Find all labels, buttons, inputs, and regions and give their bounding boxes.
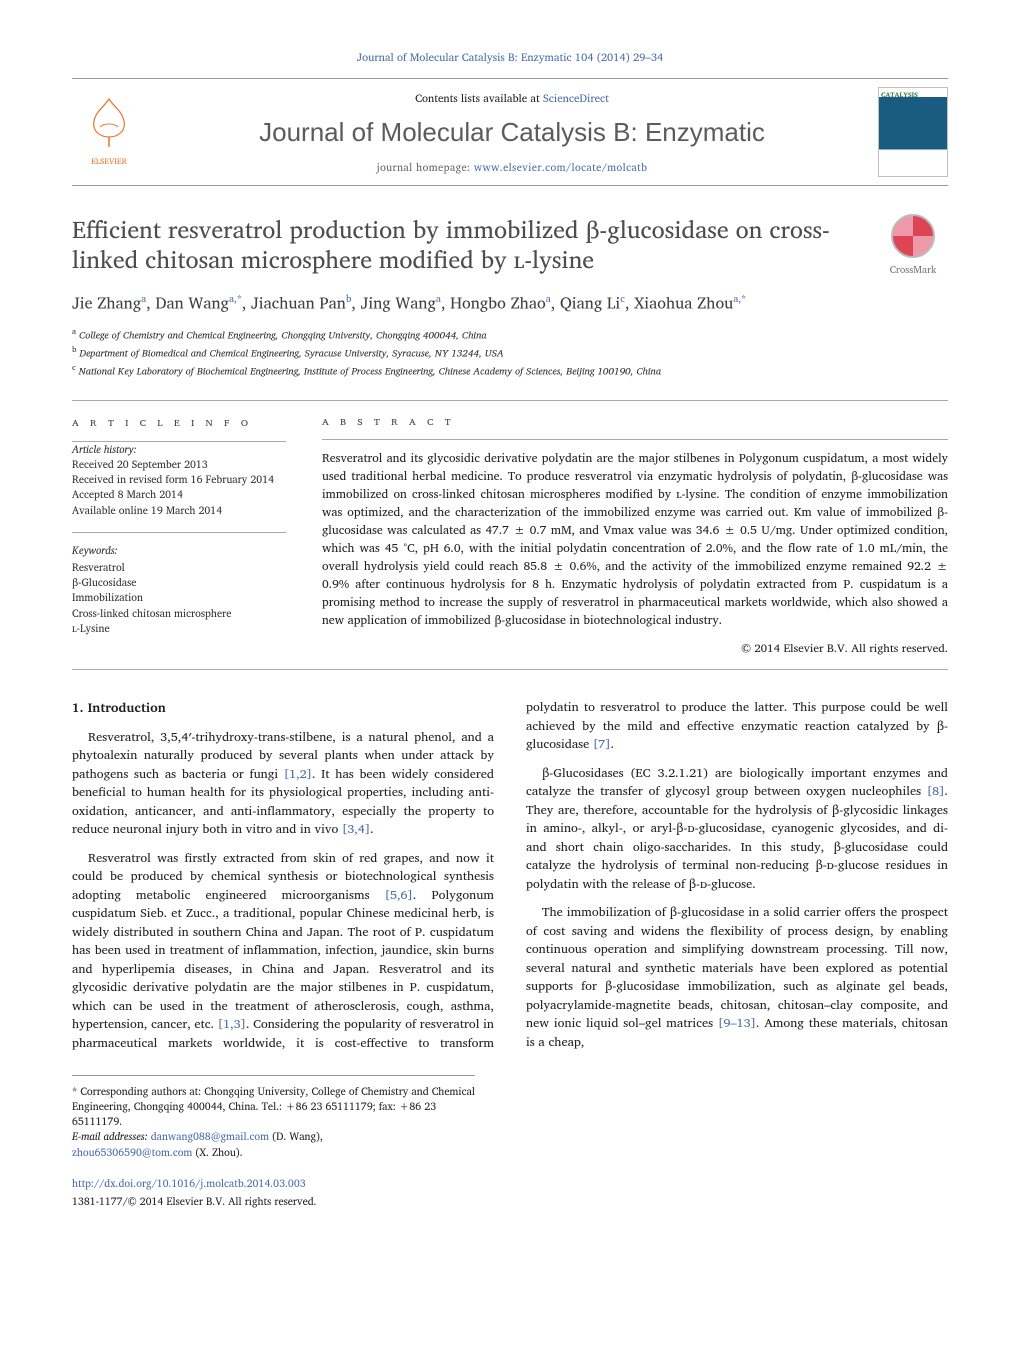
corresponding-author-footnote: * Corresponding authors at: Chongqing Un… [72, 1075, 475, 1160]
citation-ref[interactable]: [3,4] [342, 819, 370, 839]
sciencedirect-link[interactable]: ScienceDirect [543, 89, 609, 107]
affiliations: a College of Chemistry and Chemical Engi… [72, 325, 948, 380]
article-history: Article history: Received 20 September 2… [72, 442, 286, 518]
corr-email-2-who: (X. Zhou). [192, 1143, 242, 1161]
citation-ref[interactable]: [1,2] [284, 764, 312, 784]
citation-ref[interactable]: [1,3] [218, 1014, 246, 1034]
abstract-heading: a b s t r a c t [322, 413, 948, 430]
issn-copyright: 1381-1177/© 2014 Elsevier B.V. All right… [72, 1192, 317, 1210]
abstract: a b s t r a c t Resveratrol and its glyc… [304, 401, 948, 670]
section-heading-introduction: 1. Introduction [72, 698, 494, 717]
history-line: Available online 19 March 2014 [72, 503, 286, 518]
corr-email-2[interactable]: zhou65306590@tom.com [72, 1143, 192, 1161]
article-info-heading: a r t i c l e i n f o [72, 413, 286, 431]
journal-name: Journal of Molecular Catalysis B: Enzyma… [146, 117, 878, 148]
affiliation: a College of Chemistry and Chemical Engi… [72, 325, 948, 343]
homepage-line: journal homepage: www.elsevier.com/locat… [146, 158, 878, 176]
crossmark-icon [891, 214, 935, 258]
elsevier-tree-icon [86, 97, 132, 154]
journal-cover-thumbnail: CATALYSIS [878, 87, 948, 177]
affiliation: b Department of Biomedical and Chemical … [72, 343, 948, 361]
body-text: 1. Introduction Resveratrol, 3,5,4′-trih… [72, 698, 948, 1056]
abstract-copyright: © 2014 Elsevier B.V. All rights reserved… [322, 640, 948, 657]
body-paragraph: β-Glucosidases (EC 3.2.1.21) are biologi… [526, 764, 948, 894]
journal-homepage-link[interactable]: www.elsevier.com/locate/molcatb [474, 158, 648, 176]
homepage-prefix: journal homepage: [377, 158, 474, 176]
body-paragraph: Resveratrol, 3,5,4′-trihydroxy-trans-sti… [72, 728, 494, 839]
citation-ref[interactable]: [8] [927, 781, 945, 801]
keywords-label: Keywords: [72, 543, 286, 558]
article-title: Efficient resveratrol production by immo… [72, 214, 878, 274]
keyword: ʟ-Lysine [72, 621, 286, 636]
elsevier-logo: ELSEVIER [72, 90, 146, 174]
body-paragraph: The immobilization of β-glucosidase in a… [526, 903, 948, 1051]
crossmark-label: CrossMark [878, 262, 948, 278]
elsevier-wordmark: ELSEVIER [91, 154, 127, 168]
cover-wordmark: CATALYSIS [881, 90, 918, 101]
corr-author-text: * Corresponding authors at: Chongqing Un… [72, 1084, 475, 1130]
affiliation: c National Key Laboratory of Biochemical… [72, 361, 948, 379]
doi-block: http://dx.doi.org/10.1016/j.molcatb.2014… [72, 1174, 948, 1210]
author-list: Jie Zhanga, Dan Wanga,*, Jiachuan Panb, … [72, 292, 948, 315]
article-info: a r t i c l e i n f o Article history: R… [72, 401, 304, 670]
crossmark-badge[interactable]: CrossMark [878, 214, 948, 278]
corr-email-1-who: (D. Wang), [269, 1127, 323, 1145]
citation-ref[interactable]: [9–13] [718, 1013, 756, 1033]
masthead: ELSEVIER Contents lists available at Sci… [72, 78, 948, 186]
keywords: Keywords: Resveratrolβ-GlucosidaseImmobi… [72, 543, 286, 636]
contents-prefix: Contents lists available at [415, 89, 543, 107]
citation-ref[interactable]: [5,6] [385, 885, 413, 905]
citation-ref[interactable]: [7] [593, 734, 611, 754]
contents-line: Contents lists available at ScienceDirec… [146, 89, 878, 107]
running-citation: Journal of Molecular Catalysis B: Enzyma… [72, 48, 948, 66]
abstract-text: Resveratrol and its glycosidic derivativ… [322, 450, 948, 630]
doi-link[interactable]: http://dx.doi.org/10.1016/j.molcatb.2014… [72, 1174, 306, 1192]
